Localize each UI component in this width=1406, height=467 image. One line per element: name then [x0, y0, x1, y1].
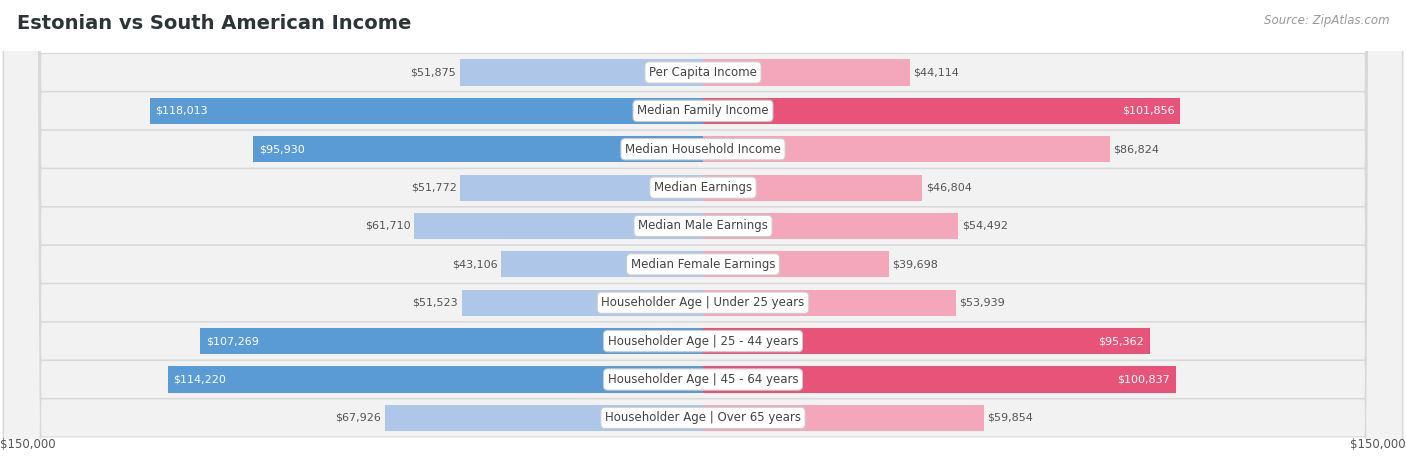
Text: Householder Age | 25 - 44 years: Householder Age | 25 - 44 years: [607, 335, 799, 347]
Bar: [385, 405, 703, 431]
Text: $46,804: $46,804: [927, 183, 972, 192]
FancyBboxPatch shape: [3, 0, 1403, 467]
Bar: [167, 367, 703, 393]
Text: $101,856: $101,856: [1122, 106, 1175, 116]
Text: $54,492: $54,492: [962, 221, 1008, 231]
FancyBboxPatch shape: [3, 0, 1403, 467]
FancyBboxPatch shape: [3, 0, 1403, 467]
Bar: [501, 251, 703, 277]
Text: $95,930: $95,930: [259, 144, 305, 154]
Bar: [703, 367, 1175, 393]
Text: $150,000: $150,000: [0, 438, 56, 451]
Text: $100,837: $100,837: [1118, 375, 1170, 384]
Text: Median Male Earnings: Median Male Earnings: [638, 219, 768, 233]
Text: $51,875: $51,875: [411, 67, 457, 78]
FancyBboxPatch shape: [3, 0, 1403, 467]
Text: Median Family Income: Median Family Income: [637, 104, 769, 117]
Text: $44,114: $44,114: [914, 67, 959, 78]
Text: Householder Age | 45 - 64 years: Householder Age | 45 - 64 years: [607, 373, 799, 386]
Bar: [460, 175, 703, 201]
Text: $51,772: $51,772: [411, 183, 457, 192]
Bar: [703, 213, 959, 239]
Text: Estonian vs South American Income: Estonian vs South American Income: [17, 14, 411, 33]
Text: $95,362: $95,362: [1098, 336, 1144, 346]
Text: $43,106: $43,106: [451, 259, 498, 269]
FancyBboxPatch shape: [3, 0, 1403, 467]
Bar: [413, 213, 703, 239]
Text: Source: ZipAtlas.com: Source: ZipAtlas.com: [1264, 14, 1389, 27]
Text: $59,854: $59,854: [987, 413, 1033, 423]
Text: Per Capita Income: Per Capita Income: [650, 66, 756, 79]
Text: $39,698: $39,698: [893, 259, 938, 269]
Text: $107,269: $107,269: [205, 336, 259, 346]
Text: $150,000: $150,000: [1350, 438, 1406, 451]
FancyBboxPatch shape: [3, 0, 1403, 467]
Bar: [703, 136, 1109, 162]
Text: $53,939: $53,939: [959, 298, 1005, 308]
Text: $51,523: $51,523: [412, 298, 458, 308]
Text: $67,926: $67,926: [335, 413, 381, 423]
Text: $114,220: $114,220: [173, 375, 226, 384]
Bar: [703, 290, 956, 316]
Bar: [703, 175, 922, 201]
Text: Median Earnings: Median Earnings: [654, 181, 752, 194]
Text: $61,710: $61,710: [364, 221, 411, 231]
Bar: [703, 251, 889, 277]
Bar: [703, 405, 984, 431]
Text: Householder Age | Under 25 years: Householder Age | Under 25 years: [602, 296, 804, 309]
Bar: [703, 328, 1150, 354]
Bar: [200, 328, 703, 354]
Text: $86,824: $86,824: [1114, 144, 1160, 154]
Text: Householder Age | Over 65 years: Householder Age | Over 65 years: [605, 411, 801, 425]
FancyBboxPatch shape: [3, 0, 1403, 467]
Bar: [460, 59, 703, 85]
Bar: [253, 136, 703, 162]
FancyBboxPatch shape: [3, 0, 1403, 467]
Bar: [461, 290, 703, 316]
Bar: [150, 98, 703, 124]
Bar: [703, 59, 910, 85]
Bar: [703, 98, 1181, 124]
FancyBboxPatch shape: [3, 0, 1403, 467]
FancyBboxPatch shape: [3, 0, 1403, 467]
Text: Median Female Earnings: Median Female Earnings: [631, 258, 775, 271]
Text: $118,013: $118,013: [156, 106, 208, 116]
Text: Median Household Income: Median Household Income: [626, 143, 780, 156]
Legend: Estonian, South American: Estonian, South American: [591, 464, 815, 467]
